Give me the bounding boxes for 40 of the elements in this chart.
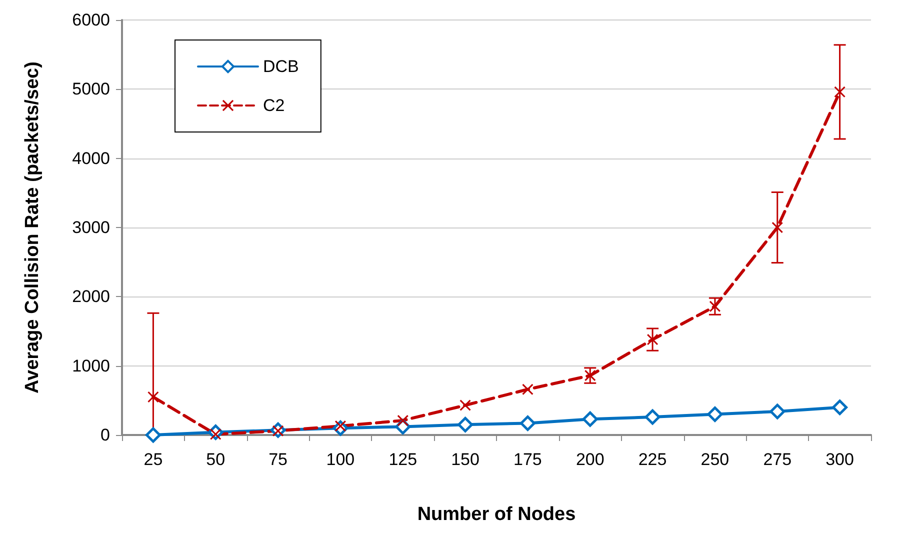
x-tick-label: 275: [763, 450, 792, 469]
point: [145, 427, 161, 443]
x-tick-label: 225: [638, 450, 667, 469]
y-axis-title: Average Collision Rate (packets/sec): [22, 62, 43, 394]
point: [148, 391, 159, 402]
x-tick-label: 150: [451, 450, 480, 469]
legend-label: DCB: [263, 57, 299, 76]
point: [772, 222, 783, 233]
x-axis-title: Number of Nodes: [417, 504, 576, 525]
y-tick-label: 0: [100, 426, 110, 444]
point: [584, 370, 596, 382]
x-tick-label: 50: [206, 450, 226, 469]
x-tick-label: 200: [576, 450, 604, 469]
y-tick-label: 3000: [72, 218, 110, 237]
point: [522, 384, 534, 395]
point: [460, 400, 471, 411]
point: [770, 404, 786, 420]
y-tick-label: 4000: [72, 148, 110, 168]
y-tick-label: 5000: [72, 80, 110, 99]
x-tick-label: 75: [268, 450, 288, 469]
x-tick-label: 100: [326, 450, 355, 469]
point: [520, 415, 536, 431]
point: [709, 300, 720, 312]
point: [832, 400, 848, 416]
point: [834, 86, 846, 98]
point: [644, 409, 660, 425]
legend-label: C2: [263, 96, 285, 115]
y-tick-label: 6000: [72, 10, 110, 30]
x-tick-label: 125: [388, 450, 418, 469]
x-tick-label: 25: [144, 450, 163, 469]
y-tick-label: 1000: [72, 356, 110, 376]
x-tick-label: 250: [700, 450, 730, 469]
point: [707, 406, 723, 422]
point: [397, 414, 408, 426]
point: [582, 411, 598, 427]
x-tick-label: 300: [826, 450, 854, 469]
point: [458, 416, 474, 432]
y-tick-label: 2000: [72, 287, 110, 306]
x-tick-label: 175: [514, 450, 542, 469]
point: [647, 334, 658, 346]
